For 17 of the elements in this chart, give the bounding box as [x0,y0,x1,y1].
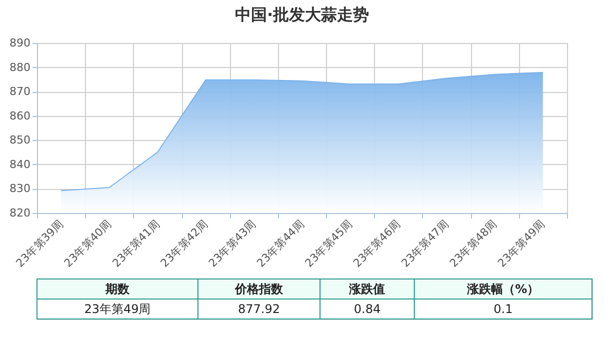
text: 期数 [104,282,130,296]
y-tick-label: 820 [10,206,30,220]
y-tick-label: 850 [10,134,30,147]
text: 23年第49周 [84,302,151,316]
text: 涨跌幅（%） [466,282,540,296]
text: 877.92 [238,302,280,316]
text: 0.84 [354,302,381,316]
chart-title: 中国·批发大蒜走势 [234,5,370,24]
text: 涨跌值 [348,282,386,296]
y-tick-label: 870 [10,85,30,98]
y-tick-label: 840 [10,158,30,171]
y-tick-label: 890 [10,36,30,50]
y-tick-label: 860 [10,109,30,122]
y-tick-label: 830 [10,182,30,196]
text: 价格指数 [234,282,284,296]
y-tick-label: 880 [10,60,30,74]
text: 0.1 [494,302,513,316]
